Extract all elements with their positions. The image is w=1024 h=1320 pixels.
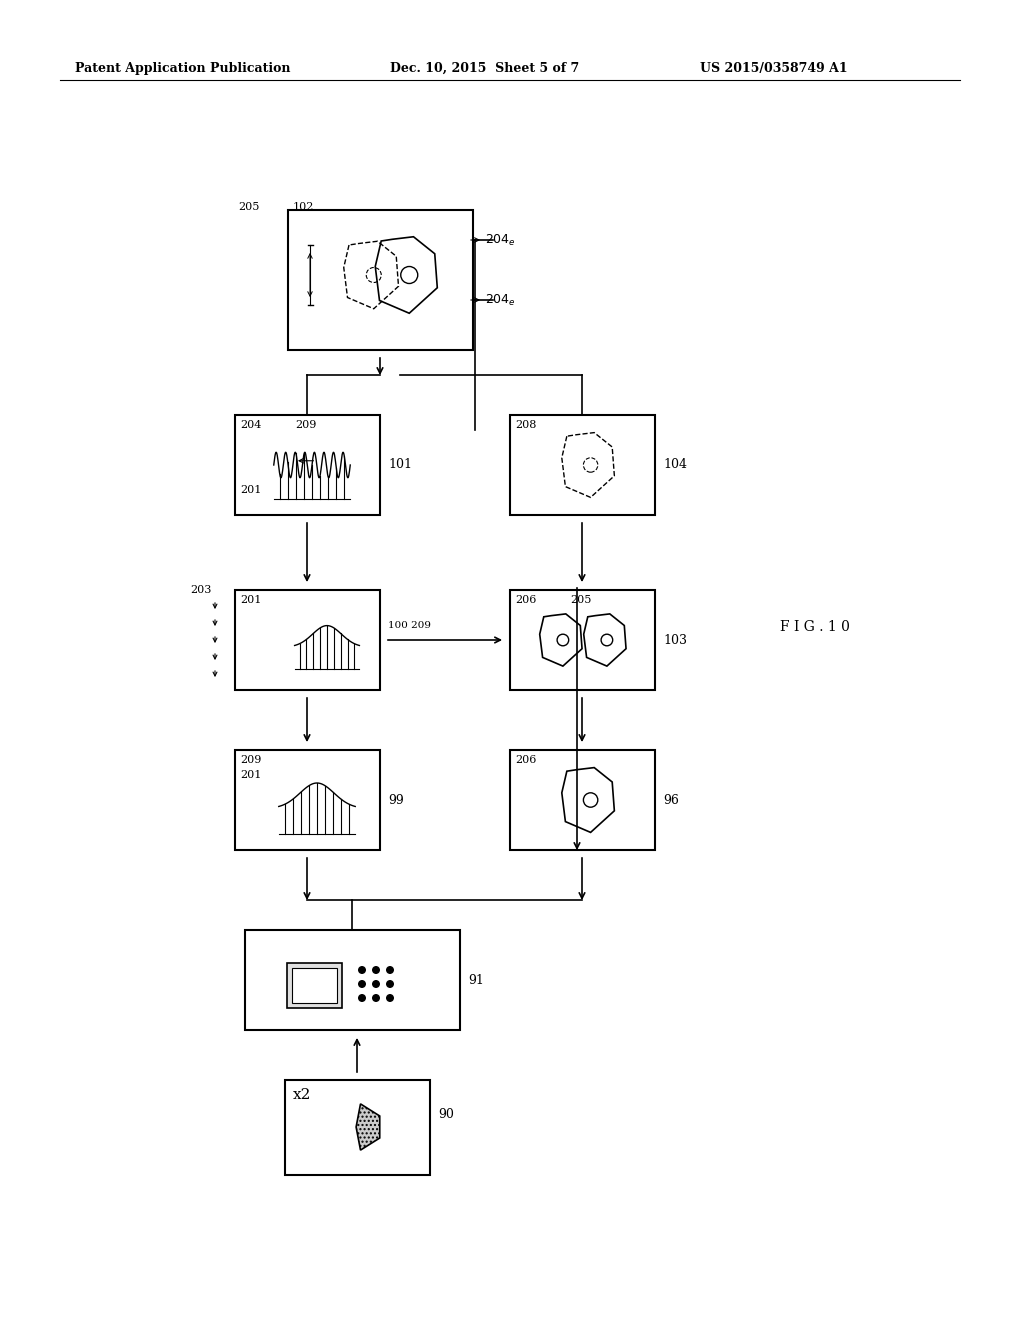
Text: 91: 91: [468, 974, 484, 986]
Bar: [234, 414, 380, 515]
Text: 203: 203: [190, 585, 211, 595]
Bar: [234, 590, 380, 690]
Circle shape: [358, 966, 366, 974]
Bar: [510, 750, 655, 850]
Text: 102: 102: [293, 202, 314, 213]
Text: Patent Application Publication: Patent Application Publication: [75, 62, 291, 75]
Text: Dec. 10, 2015  Sheet 5 of 7: Dec. 10, 2015 Sheet 5 of 7: [390, 62, 580, 75]
Bar: [510, 590, 655, 690]
Circle shape: [386, 994, 394, 1002]
Bar: [287, 964, 342, 1008]
Circle shape: [372, 966, 380, 974]
Bar: [510, 414, 655, 515]
Text: 206: 206: [515, 755, 537, 766]
Text: $204_e$: $204_e$: [485, 293, 516, 308]
Text: 90: 90: [438, 1109, 454, 1122]
Circle shape: [358, 979, 366, 987]
Bar: [285, 1080, 430, 1175]
Text: US 2015/0358749 A1: US 2015/0358749 A1: [700, 62, 848, 75]
Text: 204: 204: [240, 420, 261, 430]
Bar: [288, 210, 473, 350]
Circle shape: [372, 979, 380, 987]
Circle shape: [372, 994, 380, 1002]
Text: 205: 205: [570, 595, 592, 605]
Text: 96: 96: [663, 793, 679, 807]
Text: 208: 208: [515, 420, 537, 430]
Text: x2: x2: [293, 1088, 311, 1102]
Text: 103: 103: [663, 634, 687, 647]
Text: 205: 205: [238, 202, 259, 213]
Text: 100 209: 100 209: [388, 620, 431, 630]
Text: 104: 104: [663, 458, 687, 471]
Text: 209: 209: [295, 420, 316, 430]
Polygon shape: [356, 1104, 380, 1150]
Bar: [234, 750, 380, 850]
Text: 201: 201: [240, 770, 261, 780]
Text: F I G . 1 0: F I G . 1 0: [780, 620, 850, 634]
Text: 209: 209: [240, 755, 261, 766]
Bar: [292, 968, 337, 1003]
Text: 201: 201: [240, 484, 261, 495]
Circle shape: [386, 979, 394, 987]
Text: 101: 101: [388, 458, 412, 471]
Text: 201: 201: [240, 595, 261, 605]
Text: 99: 99: [388, 793, 403, 807]
Circle shape: [358, 994, 366, 1002]
Text: 206: 206: [515, 595, 537, 605]
Circle shape: [386, 966, 394, 974]
Bar: [245, 931, 460, 1030]
Text: $204_e$: $204_e$: [485, 232, 516, 248]
